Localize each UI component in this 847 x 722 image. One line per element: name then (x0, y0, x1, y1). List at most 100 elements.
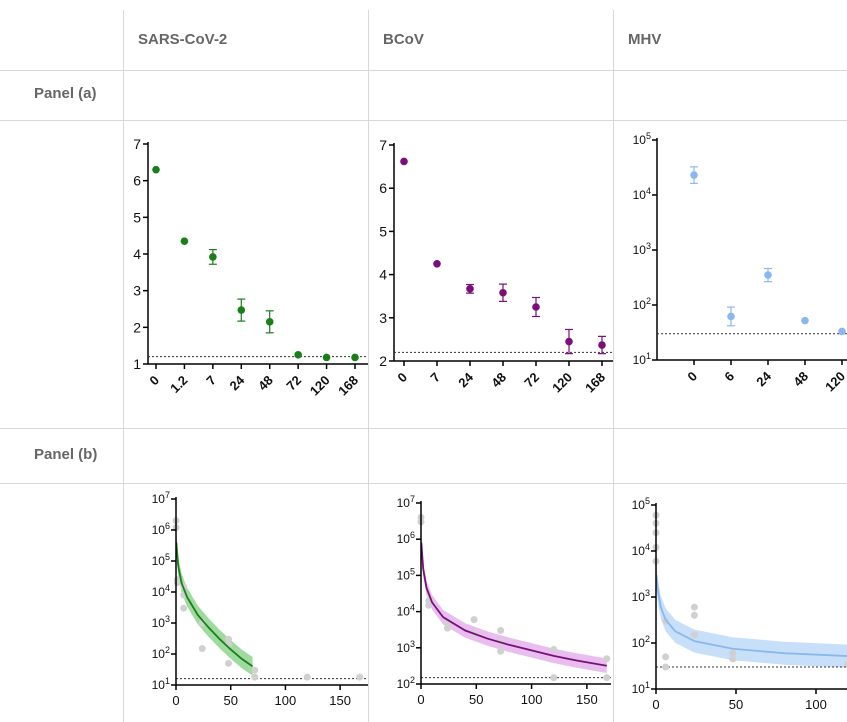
data-point (565, 337, 573, 346)
data-point (598, 341, 606, 349)
y-tick-label-exponent: 7 (410, 494, 415, 504)
y-tick-label: 4 (379, 267, 387, 283)
data-point (466, 285, 474, 293)
observation-point (550, 674, 558, 682)
y-tick-label: 104 (632, 542, 650, 558)
y-tick-label: 1 (133, 356, 141, 372)
data-point (265, 318, 274, 326)
y-tick-label: 102 (152, 645, 170, 661)
observation-point (603, 655, 611, 663)
column-divider (613, 10, 614, 722)
y-tick-label: 106 (397, 530, 415, 546)
y-tick-label-base: 10 (632, 636, 646, 650)
y-tick-label-exponent: 6 (165, 521, 170, 531)
data-point (152, 165, 160, 174)
y-tick-label: 3 (379, 310, 387, 326)
observation-point (497, 647, 505, 655)
row-header-panel-b: Panel (b) (34, 446, 98, 463)
observation-point (729, 649, 737, 657)
y-tick-label-exponent: 7 (165, 490, 170, 500)
x-tick-label: 50 (469, 692, 483, 707)
y-tick-label-exponent: 5 (165, 552, 170, 562)
observation-point (662, 653, 670, 661)
y-tick-label: 104 (633, 186, 651, 202)
y-tick-label: 105 (632, 496, 650, 512)
y-tick-label: 102 (397, 675, 415, 691)
x-tick-label: 0 (417, 692, 424, 707)
row-divider (0, 70, 847, 71)
row-divider (0, 428, 847, 429)
y-tick-label: 2 (379, 353, 387, 369)
y-tick-label-base: 10 (397, 568, 411, 582)
y-tick-label: 103 (152, 614, 170, 630)
x-tick-label: 120 (307, 373, 333, 399)
x-tick-label: 1.2 (167, 373, 190, 396)
observation-point (690, 603, 698, 611)
confidence-band (421, 535, 607, 673)
y-tick-label-exponent: 1 (165, 676, 170, 686)
y-tick-label: 102 (632, 634, 650, 650)
y-tick-label-base: 10 (632, 544, 646, 558)
row-divider (0, 120, 847, 121)
x-tick-label: 48 (255, 373, 276, 394)
fit-line (655, 574, 847, 657)
y-tick-label-exponent: 1 (645, 680, 650, 690)
x-tick-label: 72 (283, 373, 304, 394)
x-tick-label: 6 (721, 369, 737, 385)
x-tick-label: 50 (729, 697, 743, 712)
y-tick-label-base: 10 (152, 554, 166, 568)
chart-panel-a-sars-cov-2: 1 2 3 4 5 6 7 0 1.2 7 24 48 72 120 168 (133, 136, 368, 399)
y-tick-label: 105 (633, 131, 651, 147)
x-tick-label: 48 (488, 370, 509, 391)
x-tick-label: 7 (427, 370, 443, 386)
y-tick-label-exponent: 5 (646, 131, 651, 141)
y-tick-label: 104 (152, 583, 170, 599)
observation-point (251, 666, 259, 674)
observation-point (303, 673, 311, 681)
column-divider (368, 10, 369, 722)
x-tick-label: 24 (227, 372, 248, 393)
x-tick-label: 24 (455, 369, 476, 390)
row-header-panel-a: Panel (a) (34, 85, 97, 102)
observation-point (251, 673, 259, 681)
data-point (180, 237, 189, 245)
y-tick-label-base: 10 (152, 492, 166, 506)
column-header-bcov: BCoV (383, 31, 424, 48)
y-tick-label-base: 10 (397, 496, 411, 510)
y-tick-label: 105 (152, 552, 170, 568)
y-tick-label: 107 (152, 490, 170, 506)
y-tick-label-exponent: 4 (645, 542, 650, 552)
y-tick-label: 103 (632, 588, 650, 604)
y-tick-label-exponent: 6 (410, 530, 415, 540)
data-point (400, 157, 408, 166)
y-tick-label: 107 (397, 494, 415, 510)
column-header-sars-cov-2: SARS-CoV-2 (138, 31, 228, 48)
observation-point (497, 627, 505, 635)
y-tick-label: 6 (379, 180, 387, 196)
data-point (801, 316, 809, 325)
data-point (351, 353, 359, 362)
y-tick-label-base: 10 (632, 682, 646, 696)
x-tick-label: 0 (394, 370, 410, 386)
y-tick-label-exponent: 4 (646, 186, 651, 196)
y-tick-label-base: 10 (633, 353, 647, 367)
observation-point (470, 616, 478, 624)
data-point (838, 327, 846, 336)
fit-line (420, 542, 607, 667)
y-tick-label-exponent: 2 (646, 296, 651, 306)
observation-point (550, 645, 558, 653)
y-tick-label: 7 (133, 136, 141, 152)
observation-point (180, 604, 188, 612)
y-tick-label-exponent: 1 (646, 351, 651, 361)
observation-point (425, 601, 433, 609)
y-tick-label: 101 (152, 676, 170, 692)
y-tick-label: 2 (133, 319, 141, 335)
data-point (690, 171, 698, 179)
y-tick-label: 7 (379, 137, 387, 153)
y-tick-label-base: 10 (632, 498, 646, 512)
confidence-band (176, 533, 253, 676)
y-tick-label-base: 10 (633, 298, 647, 312)
y-tick-label-base: 10 (397, 605, 411, 619)
y-tick-label-base: 10 (632, 590, 646, 604)
